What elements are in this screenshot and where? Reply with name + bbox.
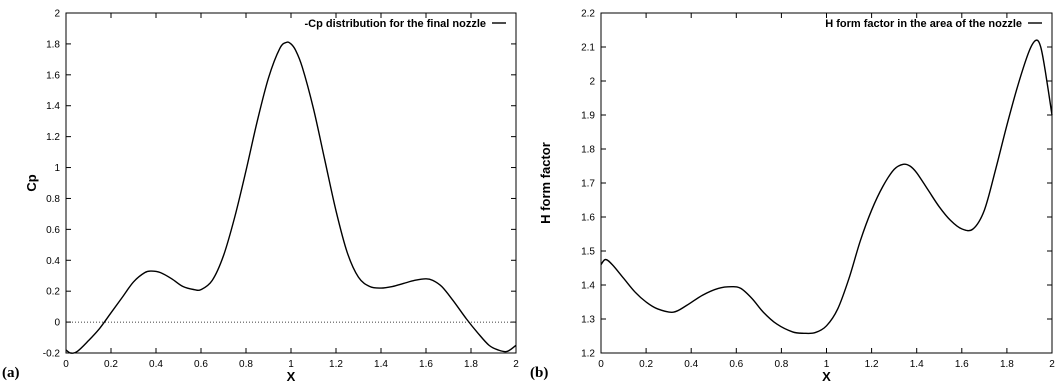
x-tick-label: 0.6 [194, 359, 208, 370]
y-tick-label: 1.2 [46, 132, 60, 143]
y-tick-label: 2.2 [581, 9, 595, 20]
plot-frame [65, 12, 517, 354]
x-tick-label: 1.8 [464, 359, 478, 370]
y-tick-label: 1.6 [46, 70, 60, 81]
y-tick-label: 1.7 [581, 179, 595, 190]
y-tick-label: 0 [54, 318, 60, 329]
x-tick-label: 0.2 [639, 359, 653, 370]
x-tick-label: 2 [513, 359, 519, 370]
x-tick-label: 1.6 [955, 359, 969, 370]
chart-panel-b: 0 0.2 0.4 0.6 0.8 1 1.2 1.4 1.6 1.8 2 1.2 1.3 1.4 1.5 1… [530, 0, 1060, 382]
y-tick-label: 1 [54, 163, 60, 174]
y-tick-label: 1.9 [581, 111, 595, 122]
x-tick-label: 1 [288, 359, 294, 370]
x-tick-label: 1.8 [1000, 359, 1014, 370]
x-tick-label: 1.2 [329, 359, 343, 370]
y-tick-label: 1.8 [581, 145, 595, 156]
x-tick-label: 1.4 [910, 359, 924, 370]
series-line [600, 39, 1053, 335]
x-tick-label: 0.8 [239, 359, 253, 370]
x-tick-label: 0.4 [149, 359, 163, 370]
y-axis-label: H form factor [538, 142, 553, 224]
x-tick-label: 0.4 [684, 359, 698, 370]
y-tick-label: 2.1 [581, 43, 595, 54]
x-tick-label: 0 [63, 359, 69, 370]
x-tick-label: 1.2 [865, 359, 879, 370]
x-tick-label: 2 [1049, 359, 1055, 370]
y-tick-label: -0.2 [43, 349, 61, 360]
y-tick-label: 1.3 [581, 315, 595, 326]
h-form-factor-chart: 0 0.2 0.4 0.6 0.8 1 1.2 1.4 1.6 1.8 2 1.2 1.3 1.4 1.5 1… [530, 9, 1055, 382]
x-axis-label: X [822, 369, 831, 382]
x-tick-label: 1 [824, 359, 830, 370]
panel-letter: (a) [2, 365, 20, 381]
y-tick-label: 1.6 [581, 213, 595, 224]
x-tick-label: 1.4 [374, 359, 388, 370]
y-tick-label: 1.8 [46, 39, 60, 50]
y-tick-label: 1.2 [581, 349, 595, 360]
legend-label: -Cp distribution for the final nozzle [305, 18, 486, 30]
y-tick-label: 1.5 [581, 247, 595, 258]
x-tick-label: 0.6 [729, 359, 743, 370]
y-tick-label: 2 [54, 9, 60, 20]
x-tick-label: 0.8 [774, 359, 788, 370]
y-tick-label: 0.8 [46, 194, 60, 205]
y-tick-label: 2 [589, 77, 595, 88]
cp-distribution-chart: 0 0.2 0.4 0.6 0.8 1 1.2 1.4 1.6 1.8 2-0.200.20.40.… [2, 9, 519, 382]
panel-letter: (b) [530, 365, 548, 381]
chart-panel-a: 0 0.2 0.4 0.6 0.8 1 1.2 1.4 1.6 1.8 2 -0.2 0 0.2 0.4 0.… [2, 9, 519, 382]
x-tick-label: 1.6 [419, 359, 433, 370]
series-line [65, 41, 517, 354]
x-tick-label: 0 [598, 359, 604, 370]
y-tick-label: 1.4 [46, 101, 60, 112]
y-tick-label: 0.2 [46, 287, 60, 298]
x-tick-label: 0.2 [104, 359, 118, 370]
y-tick-label: 0.6 [46, 225, 60, 236]
y-tick-label: 1.4 [581, 281, 595, 292]
legend-label: H form factor in the area of the nozzle [825, 18, 1022, 30]
y-tick-label: 0.4 [46, 256, 60, 267]
y-axis-label: Cp [24, 174, 39, 191]
x-axis-label: X [287, 369, 296, 382]
plot-frame [600, 12, 1053, 354]
